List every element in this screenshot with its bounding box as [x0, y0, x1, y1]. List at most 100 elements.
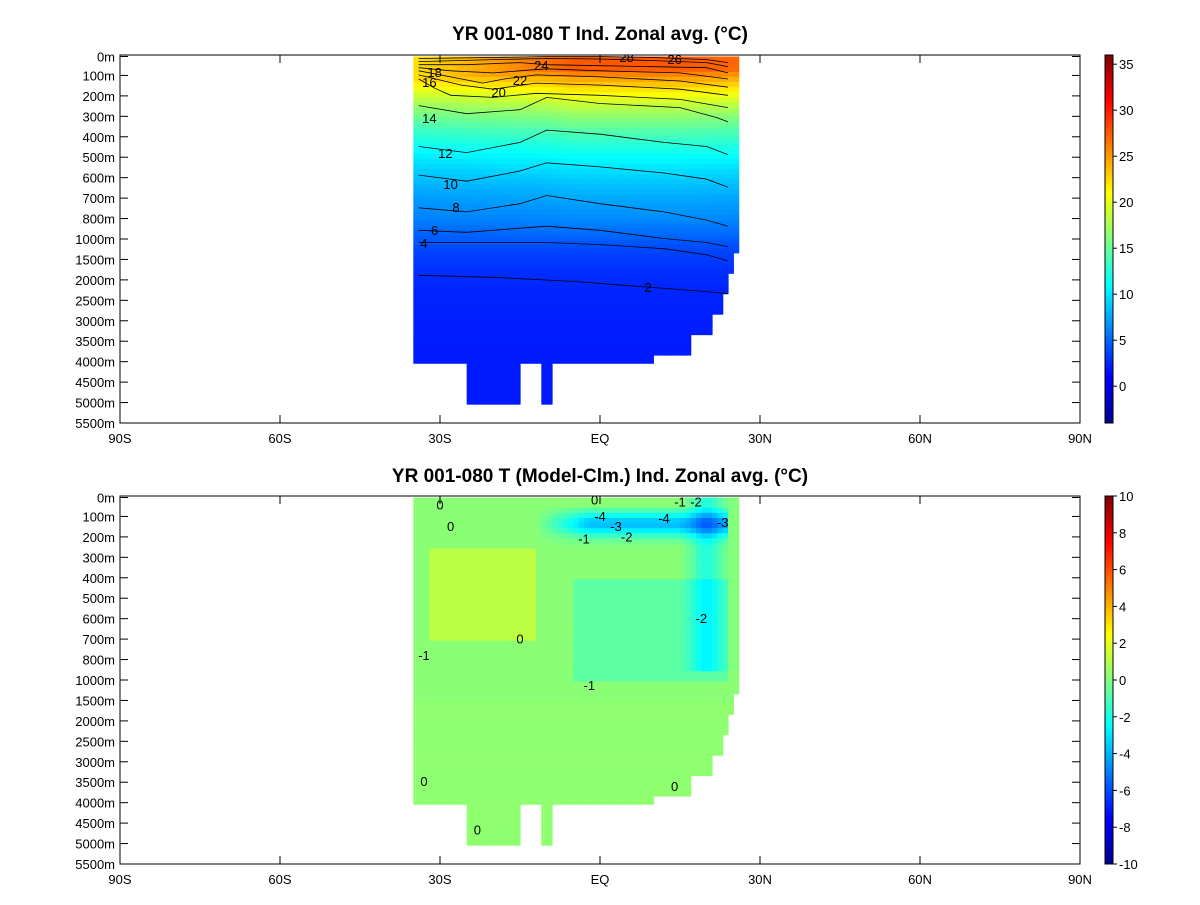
- field-cell: [627, 310, 633, 315]
- field-cell: [440, 574, 446, 580]
- field-cell: [728, 149, 734, 155]
- field-cell: [536, 179, 542, 185]
- field-cell: [600, 310, 606, 315]
- field-cell: [413, 584, 419, 590]
- field-cell: [440, 625, 446, 631]
- field-cell: [531, 249, 537, 254]
- field-cell: [541, 367, 547, 372]
- field-cell: [467, 285, 473, 290]
- field-cell: [557, 118, 563, 124]
- field-cell: [440, 335, 446, 340]
- field-cell: [461, 330, 467, 335]
- field-cell: [440, 579, 446, 585]
- field-cell: [445, 347, 451, 352]
- field-cell: [691, 269, 697, 274]
- field-cell: [563, 128, 569, 134]
- field-cell: [504, 347, 510, 352]
- field-cell: [621, 343, 627, 348]
- field-cell: [429, 322, 435, 327]
- field-cell: [637, 205, 643, 211]
- field-cell: [563, 62, 569, 68]
- field-cell: [472, 363, 478, 368]
- field-cell: [557, 339, 563, 344]
- field-cell: [621, 290, 627, 295]
- field-cell: [568, 149, 574, 155]
- field-cell: [456, 159, 462, 165]
- field-cell: [461, 306, 467, 311]
- field-cell: [440, 359, 446, 364]
- field-cell: [621, 87, 627, 93]
- field-cell: [664, 164, 670, 170]
- field-cell: [637, 97, 643, 103]
- field-cell: [483, 215, 489, 221]
- field-cell: [451, 513, 457, 519]
- field-cell: [472, 322, 478, 327]
- field-cell: [616, 149, 622, 155]
- field-cell: [445, 335, 451, 340]
- field-cell: [573, 261, 579, 266]
- field-cell: [451, 694, 457, 699]
- field-cell: [675, 200, 681, 206]
- field-cell: [472, 396, 478, 401]
- field-cell: [483, 103, 489, 109]
- field-cell: [685, 82, 691, 88]
- field-cell: [456, 343, 462, 348]
- field-cell: [467, 189, 473, 195]
- field-cell: [707, 273, 713, 278]
- field-cell: [504, 322, 510, 327]
- field-cell: [621, 97, 627, 103]
- field-cell: [653, 108, 659, 114]
- field-cell: [536, 322, 542, 327]
- field-cell: [456, 584, 462, 590]
- field-cell: [419, 128, 425, 134]
- field-cell: [616, 285, 622, 290]
- field-cell: [653, 343, 659, 348]
- field-cell: [595, 335, 601, 340]
- field-cell: [584, 103, 590, 109]
- field-cell: [435, 184, 441, 190]
- field-cell: [573, 138, 579, 144]
- field-cell: [579, 310, 585, 315]
- field-cell: [435, 788, 441, 793]
- field-cell: [461, 249, 467, 254]
- field-cell: [637, 339, 643, 344]
- field-cell: [493, 339, 499, 344]
- field-cell: [568, 261, 574, 266]
- field-cell: [707, 97, 713, 103]
- field-cell: [579, 149, 585, 155]
- field-cell: [429, 533, 435, 539]
- field-cell: [701, 184, 707, 190]
- field-cell: [701, 277, 707, 282]
- contour-label: 12: [438, 146, 452, 161]
- field-cell: [525, 347, 531, 352]
- field-cell: [547, 277, 553, 282]
- field-cell: [525, 108, 531, 114]
- field-cell: [472, 318, 478, 323]
- field-cell: [509, 306, 515, 311]
- field-cell: [547, 322, 553, 327]
- field-cell: [680, 159, 686, 165]
- field-cell: [525, 257, 531, 262]
- field-cell: [472, 118, 478, 124]
- field-cell: [568, 103, 574, 109]
- field-cell: [664, 149, 670, 155]
- field-cell: [445, 123, 451, 129]
- field-cell: [440, 718, 446, 723]
- field-cell: [659, 205, 665, 211]
- field-cell: [456, 513, 462, 519]
- field-cell: [451, 343, 457, 348]
- field-cell: [723, 108, 729, 114]
- field-cell: [451, 595, 457, 601]
- field-cell: [541, 200, 547, 206]
- field-cell: [456, 306, 462, 311]
- field-cell: [461, 189, 467, 195]
- field-cell: [621, 215, 627, 221]
- field-cell: [611, 335, 617, 340]
- field-cell: [552, 169, 558, 175]
- x-tick-label: 60S: [268, 431, 291, 446]
- field-cell: [531, 261, 537, 266]
- field-cell: [632, 189, 638, 195]
- field-cell: [547, 103, 553, 109]
- field-cell: [664, 273, 670, 278]
